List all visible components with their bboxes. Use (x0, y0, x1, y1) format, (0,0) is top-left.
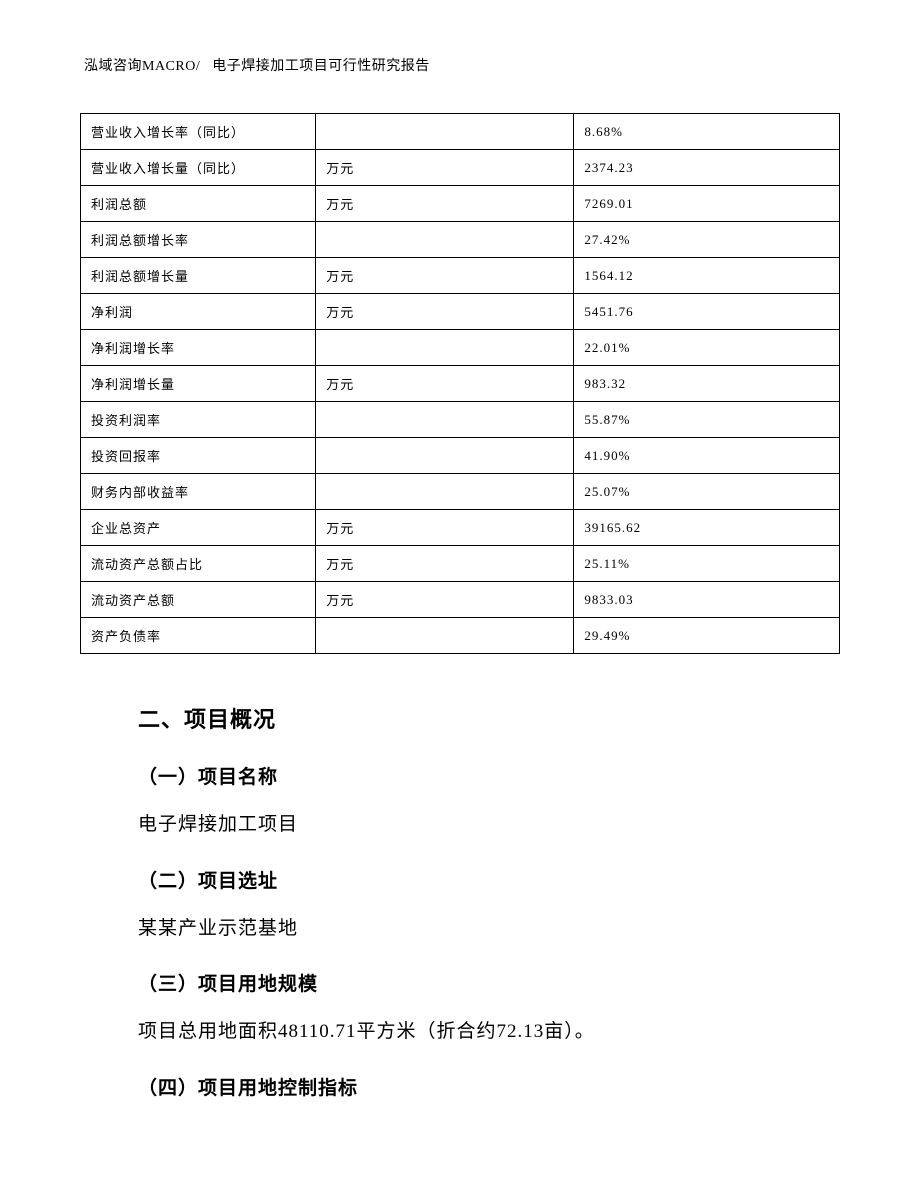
table-row: 利润总额增长率 27.42% (81, 222, 840, 258)
table-row: 营业收入增长率（同比） 8.68% (81, 114, 840, 150)
table-row: 资产负债率 29.49% (81, 618, 840, 654)
table-row: 财务内部收益率 25.07% (81, 474, 840, 510)
cell-label: 净利润 (81, 294, 316, 330)
cell-value: 1564.12 (574, 258, 840, 294)
cell-value: 7269.01 (574, 186, 840, 222)
table-row: 利润总额 万元 7269.01 (81, 186, 840, 222)
table-row: 投资利润率 55.87% (81, 402, 840, 438)
cell-value: 2374.23 (574, 150, 840, 186)
cell-unit (316, 438, 574, 474)
table-row: 净利润增长率 22.01% (81, 330, 840, 366)
cell-unit: 万元 (316, 150, 574, 186)
subsection-body-2: 某某产业示范基地 (138, 915, 820, 944)
table-row: 流动资产总额 万元 9833.03 (81, 582, 840, 618)
page-header: 泓域咨询MACRO/ 电子焊接加工项目可行性研究报告 (80, 55, 840, 75)
subsection-body-1: 电子焊接加工项目 (138, 811, 820, 840)
subsection-heading-2: （二）项目选址 (138, 866, 820, 893)
cell-label: 营业收入增长量（同比） (81, 150, 316, 186)
cell-label: 财务内部收益率 (81, 474, 316, 510)
cell-unit: 万元 (316, 582, 574, 618)
table-row: 企业总资产 万元 39165.62 (81, 510, 840, 546)
cell-label: 净利润增长率 (81, 330, 316, 366)
subsection-heading-4: （四）项目用地控制指标 (138, 1073, 820, 1100)
cell-label: 利润总额增长量 (81, 258, 316, 294)
cell-value: 9833.03 (574, 582, 840, 618)
financial-table: 营业收入增长率（同比） 8.68% 营业收入增长量（同比） 万元 2374.23… (80, 113, 840, 654)
cell-unit: 万元 (316, 294, 574, 330)
table-row: 投资回报率 41.90% (81, 438, 840, 474)
subsection-body-3: 项目总用地面积48110.71平方米（折合约72.13亩）。 (138, 1018, 820, 1047)
cell-unit (316, 114, 574, 150)
cell-value: 41.90% (574, 438, 840, 474)
table-row: 利润总额增长量 万元 1564.12 (81, 258, 840, 294)
cell-label: 净利润增长量 (81, 366, 316, 402)
cell-value: 983.32 (574, 366, 840, 402)
cell-unit: 万元 (316, 258, 574, 294)
cell-unit: 万元 (316, 366, 574, 402)
cell-label: 流动资产总额占比 (81, 546, 316, 582)
financial-table-body: 营业收入增长率（同比） 8.68% 营业收入增长量（同比） 万元 2374.23… (81, 114, 840, 654)
cell-value: 27.42% (574, 222, 840, 258)
table-row: 流动资产总额占比 万元 25.11% (81, 546, 840, 582)
subsection-heading-1: （一）项目名称 (138, 762, 820, 789)
cell-value: 5451.76 (574, 294, 840, 330)
cell-value: 8.68% (574, 114, 840, 150)
cell-value: 25.07% (574, 474, 840, 510)
cell-value: 25.11% (574, 546, 840, 582)
subsection-heading-3: （三）项目用地规模 (138, 969, 820, 996)
cell-value: 39165.62 (574, 510, 840, 546)
cell-unit (316, 402, 574, 438)
cell-unit: 万元 (316, 546, 574, 582)
cell-label: 投资利润率 (81, 402, 316, 438)
cell-unit (316, 222, 574, 258)
table-row: 营业收入增长量（同比） 万元 2374.23 (81, 150, 840, 186)
cell-unit (316, 618, 574, 654)
cell-label: 流动资产总额 (81, 582, 316, 618)
cell-value: 55.87% (574, 402, 840, 438)
document-page: 泓域咨询MACRO/ 电子焊接加工项目可行性研究报告 营业收入增长率（同比） 8… (0, 0, 920, 1182)
header-left: 泓域咨询MACRO/ (84, 59, 200, 74)
section-heading-2: 二、项目概况 (138, 702, 820, 734)
cell-label: 利润总额增长率 (81, 222, 316, 258)
cell-label: 营业收入增长率（同比） (81, 114, 316, 150)
cell-value: 29.49% (574, 618, 840, 654)
cell-value: 22.01% (574, 330, 840, 366)
cell-unit (316, 330, 574, 366)
cell-label: 企业总资产 (81, 510, 316, 546)
table-row: 净利润 万元 5451.76 (81, 294, 840, 330)
cell-unit: 万元 (316, 510, 574, 546)
cell-unit (316, 474, 574, 510)
header-right: 电子焊接加工项目可行性研究报告 (212, 59, 430, 74)
cell-label: 利润总额 (81, 186, 316, 222)
content-body: 二、项目概况 （一）项目名称 电子焊接加工项目 （二）项目选址 某某产业示范基地… (80, 702, 840, 1100)
cell-unit: 万元 (316, 186, 574, 222)
table-row: 净利润增长量 万元 983.32 (81, 366, 840, 402)
cell-label: 投资回报率 (81, 438, 316, 474)
cell-label: 资产负债率 (81, 618, 316, 654)
